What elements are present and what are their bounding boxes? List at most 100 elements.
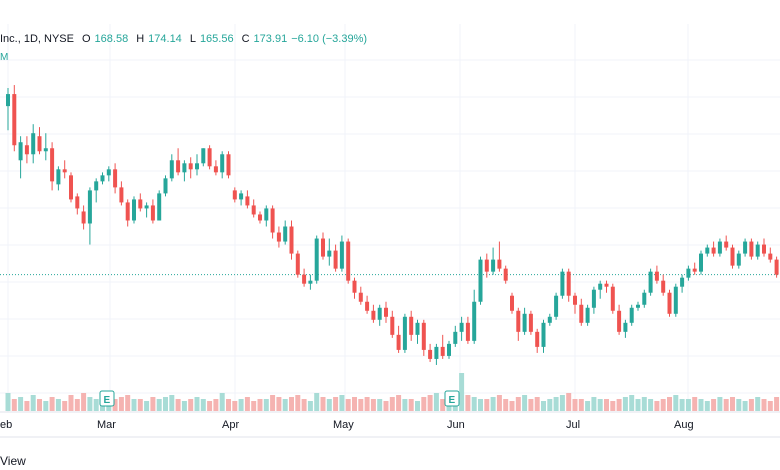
volume-bar: [723, 399, 729, 411]
candle-body: [661, 280, 666, 293]
symbol-label: Inc., 1D, NYSE: [0, 33, 74, 45]
volume-bar: [156, 399, 162, 411]
candle: [541, 319, 546, 353]
volume-bar: [622, 397, 628, 411]
candle-body: [768, 253, 773, 260]
candle: [535, 328, 540, 353]
candle-body: [472, 301, 477, 341]
volume-bar: [81, 393, 87, 411]
volume-bar: [509, 401, 515, 411]
candle-body: [573, 295, 577, 305]
candle: [711, 241, 716, 257]
volume-bar: [528, 399, 534, 411]
candle-body: [730, 247, 735, 266]
candle: [522, 307, 527, 335]
candle-body: [554, 295, 559, 317]
candle-body: [201, 148, 206, 164]
candle: [497, 241, 502, 272]
volume-bar: [24, 401, 30, 411]
candle-body: [484, 259, 489, 272]
volume-bar: [232, 401, 238, 411]
candle-body: [579, 304, 584, 323]
time-axis-label: May: [333, 419, 354, 431]
candle-body: [220, 154, 225, 173]
candle: [251, 199, 256, 218]
candle-body: [62, 169, 67, 173]
earnings-marker[interactable]: E: [444, 390, 460, 407]
volume-bar: [55, 399, 61, 411]
candle-body: [18, 142, 23, 161]
candle: [585, 304, 590, 326]
candle-body: [321, 238, 325, 257]
candle: [528, 310, 533, 335]
candle: [69, 172, 73, 203]
candle-body: [150, 205, 155, 221]
candle: [321, 232, 325, 260]
volume-bar: [616, 399, 622, 411]
close-label: C: [241, 33, 250, 45]
candle-body: [598, 283, 603, 290]
volume-bar: [358, 399, 364, 411]
candle-body: [585, 307, 590, 323]
candle: [667, 289, 672, 317]
candle-body: [106, 169, 111, 176]
time-axis-labels: eb Mar Apr May Jun Jul Aug: [0, 419, 694, 431]
candle-body: [119, 187, 124, 203]
volume-bar: [200, 399, 206, 411]
candle: [125, 199, 130, 227]
volume-bar: [415, 401, 420, 411]
candle-body: [736, 253, 741, 266]
candle-body: [188, 163, 193, 170]
volume-bar: [276, 397, 282, 411]
volume-bar: [471, 397, 477, 411]
volume-bar: [62, 401, 68, 411]
volume-bar: [251, 401, 257, 411]
candle: [661, 274, 666, 296]
volume-bar: [181, 401, 187, 411]
candle-body: [358, 292, 363, 302]
candle: [554, 292, 559, 320]
candle-body: [43, 148, 48, 152]
candle: [459, 316, 464, 341]
candle: [680, 274, 685, 293]
earnings-marker[interactable]: E: [99, 390, 115, 407]
candle-body: [283, 226, 288, 242]
volume-bar: [408, 399, 414, 411]
candle-body: [87, 190, 92, 224]
candle: [736, 250, 741, 269]
candle-body: [352, 280, 357, 293]
candle-body: [680, 277, 685, 287]
candle: [264, 205, 269, 227]
candle: [6, 88, 10, 131]
candle-body: [648, 271, 653, 293]
candle-body: [717, 241, 722, 254]
footer-view-link[interactable]: View: [0, 454, 26, 468]
candle-body: [453, 331, 458, 344]
candle: [283, 220, 288, 245]
candle: [749, 238, 754, 260]
time-axis-label: Mar: [97, 419, 116, 431]
volume-bar: [698, 399, 704, 411]
candle-body: [295, 253, 300, 275]
candle: [453, 325, 458, 347]
candle: [333, 244, 338, 272]
candle: [56, 166, 61, 191]
candle: [579, 298, 584, 326]
volume-bar: [137, 399, 143, 411]
volume-bar: [459, 373, 465, 411]
candle: [699, 250, 703, 275]
candle-body: [762, 244, 766, 254]
candles: [6, 85, 779, 365]
volume-bar: [301, 399, 307, 411]
volume-bar: [566, 393, 572, 411]
candle-body: [636, 304, 640, 308]
candle-body: [56, 169, 61, 185]
candle: [629, 304, 634, 326]
candle-body: [384, 307, 388, 317]
candle: [276, 226, 281, 248]
volume-bar: [427, 395, 433, 411]
volume-bar: [345, 399, 351, 411]
candle: [516, 307, 521, 341]
